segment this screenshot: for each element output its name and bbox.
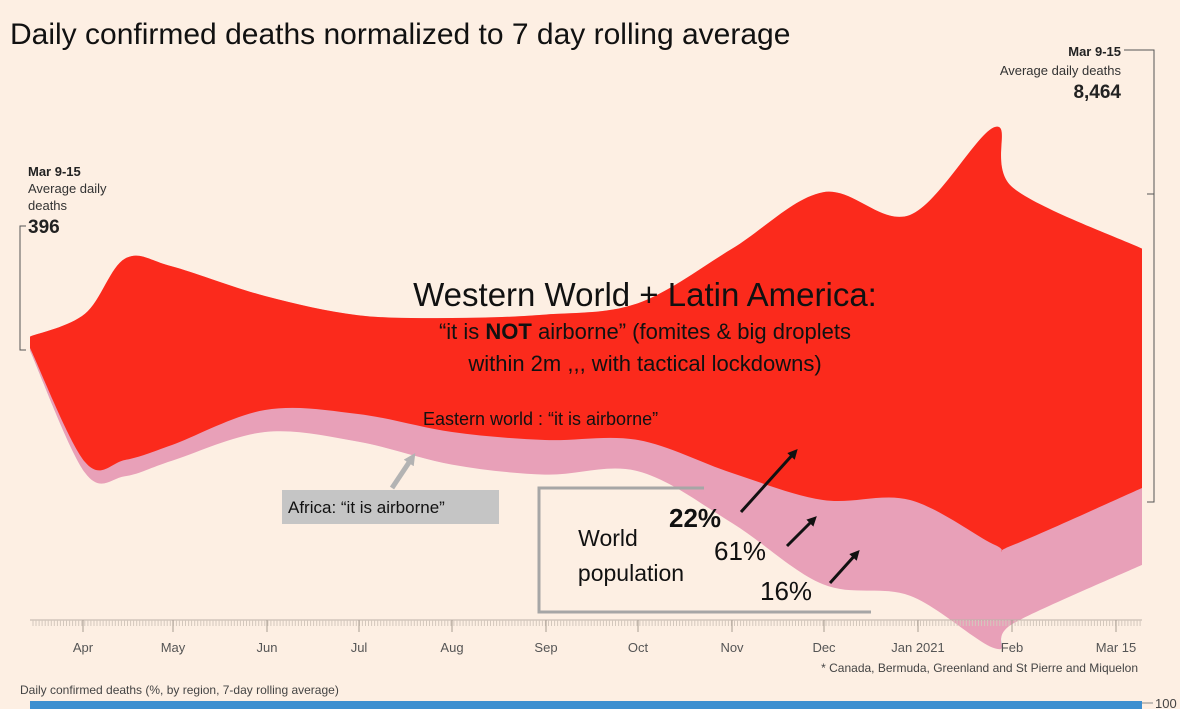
end-annotation-date: Mar 9-15 (1068, 44, 1121, 59)
x-tick-label: Nov (720, 640, 744, 655)
pct-africa: 16% (760, 576, 812, 606)
start-annotation-date: Mar 9-15 (28, 164, 81, 179)
start-bracket (19, 225, 26, 351)
x-tick-label: Dec (812, 640, 836, 655)
western-line2-bold: NOT (485, 319, 532, 344)
x-tick-label: Aug (440, 640, 463, 655)
western-label-line2: “it is NOT airborne” (fomites & big drop… (439, 319, 851, 344)
western-line2-pre: “it is (439, 319, 485, 344)
arrow-western (739, 449, 798, 514)
pct-western: 22% (669, 503, 721, 533)
start-annotation-line1: Average daily (28, 181, 107, 196)
western-line2-post: airborne” (fomites & big droplets (532, 319, 851, 344)
start-annotation: Mar 9-15 Average daily deaths 396 (19, 164, 107, 351)
stream-areas (30, 126, 1142, 650)
end-annotation-line1: Average daily deaths (1000, 63, 1122, 78)
x-tick-label: Feb (1001, 640, 1023, 655)
end-bracket-top (1124, 49, 1155, 195)
pct-eastern: 61% (714, 536, 766, 566)
end-annotation: Mar 9-15 Average daily deaths 8,464 (1000, 44, 1155, 503)
x-tick-label: Jan 2021 (891, 640, 945, 655)
africa-arrow (389, 453, 416, 490)
africa-label-box (282, 490, 499, 524)
world-population-box (537, 486, 871, 614)
x-tick-label: Oct (628, 640, 649, 655)
x-tick-label: Jun (257, 640, 278, 655)
end-bracket (1147, 193, 1155, 503)
chart-title: Daily confirmed deaths normalized to 7 d… (10, 18, 790, 51)
x-tick-label: Sep (534, 640, 557, 655)
footnote: * Canada, Bermuda, Greenland and St Pier… (821, 661, 1138, 675)
x-axis: Apr May Jun Jul Aug Sep Oct Nov Dec Jan 2021 Feb Ma… (30, 619, 1142, 655)
western-label-line3: within 2m ,,, with tactical lockdowns) (467, 351, 821, 376)
arrow-africa (828, 550, 860, 585)
start-annotation-value: 396 (28, 217, 60, 238)
western-label-title: Western World + Latin America: (413, 276, 877, 313)
start-annotation-line2: deaths (28, 198, 68, 213)
bottom-bar (30, 701, 1142, 709)
africa-label: Africa: “it is airborne” (288, 498, 445, 517)
x-tick-label: Mar 15 (1096, 640, 1136, 655)
world-population-label-line1: World (578, 525, 638, 551)
x-tick-label: Apr (73, 640, 94, 655)
bottom-scale-label: 100 (1155, 696, 1177, 709)
bottom-caption: Daily confirmed deaths (%, by region, 7-… (20, 683, 339, 697)
end-annotation-value: 8,464 (1073, 82, 1121, 103)
eastern-label: Eastern world : “it is airborne” (423, 409, 658, 429)
world-population-label-line2: population (578, 560, 684, 586)
area-western (30, 126, 1142, 552)
x-tick-label: Jul (351, 640, 368, 655)
x-tick-label: May (161, 640, 186, 655)
arrow-eastern (785, 516, 817, 548)
